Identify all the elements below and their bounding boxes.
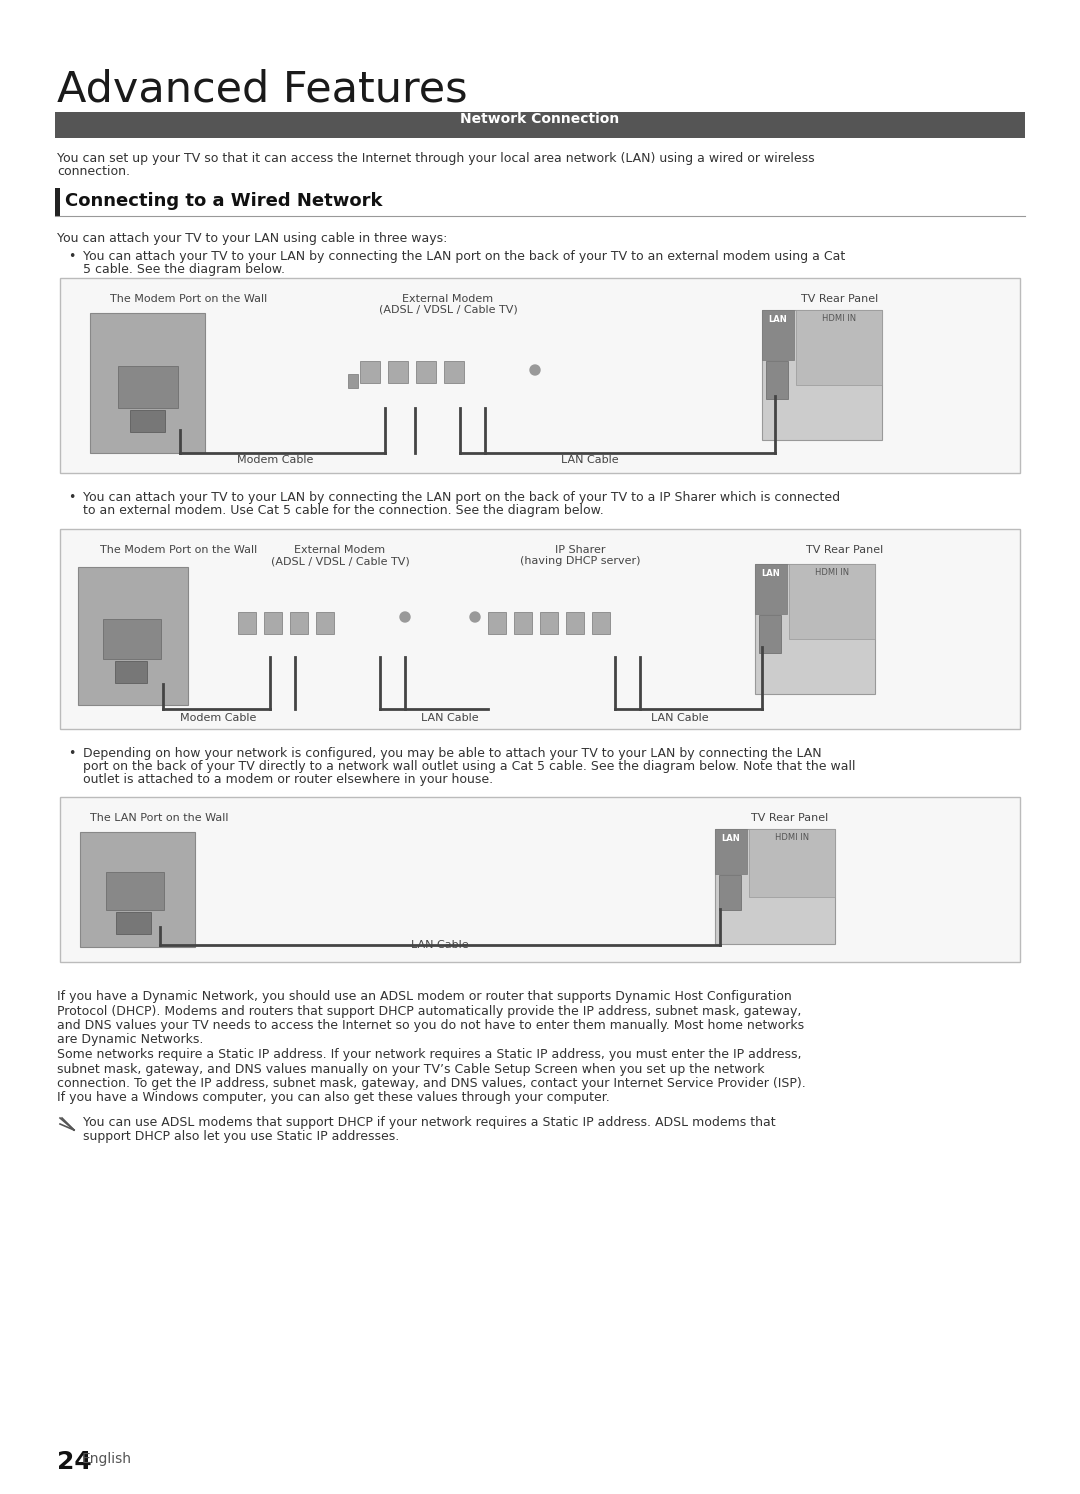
Text: connection. To get the IP address, subnet mask, gateway, and DNS values, contact: connection. To get the IP address, subne… [57,1077,806,1091]
FancyBboxPatch shape [335,323,561,412]
Text: Modem Cable: Modem Cable [179,713,256,723]
Bar [60,529,1020,729]
Text: •: • [68,249,76,263]
FancyBboxPatch shape [465,572,675,662]
Text: Some networks require a Static IP address. If your network requires a Static IP : Some networks require a Static IP addres… [57,1047,801,1061]
Circle shape [470,613,480,622]
Bar [360,362,380,382]
Bar [90,314,205,453]
Bar [444,362,464,382]
Bar [592,613,610,633]
Bar [103,619,161,659]
Text: LAN Cable: LAN Cable [411,940,469,950]
Bar [715,829,835,944]
Bar [566,613,584,633]
Text: You can attach your TV to your LAN using cable in three ways:: You can attach your TV to your LAN using… [57,232,447,245]
Bar [796,309,882,385]
Bar [719,875,741,910]
Bar [114,660,147,683]
Text: HDMI IN: HDMI IN [822,314,856,323]
Bar [264,613,282,633]
Text: You can attach your TV to your LAN by connecting the LAN port on the back of you: You can attach your TV to your LAN by co… [83,492,840,503]
Bar [755,565,875,695]
Bar [488,613,507,633]
Text: •: • [68,492,76,503]
Bar [514,613,532,633]
Text: You can use ADSL modems that support DHCP if your network requires a Static IP a: You can use ADSL modems that support DHC… [83,1116,775,1129]
Circle shape [400,613,410,622]
Text: LAN Cable: LAN Cable [562,456,619,465]
Bar [60,278,1020,474]
Text: are Dynamic Networks.: are Dynamic Networks. [57,1034,203,1046]
Bar [238,613,256,633]
Text: External Modem: External Modem [295,545,386,554]
Bar [388,362,408,382]
Bar [55,188,60,217]
Text: TV Rear Panel: TV Rear Panel [807,545,883,554]
Text: outlet is attached to a modem or router elsewhere in your house.: outlet is attached to a modem or router … [83,772,494,786]
Text: LAN Cable: LAN Cable [421,713,478,723]
Text: (ADSL / VDSL / Cable TV): (ADSL / VDSL / Cable TV) [379,305,517,315]
Text: IP Sharer: IP Sharer [555,545,605,554]
Text: You can set up your TV so that it can access the Internet through your local are: You can set up your TV so that it can ac… [57,152,814,164]
Bar [766,362,788,399]
Text: You can attach your TV to your LAN by connecting the LAN port on the back of you: You can attach your TV to your LAN by co… [83,249,846,263]
Text: LAN: LAN [721,834,741,843]
Bar [78,568,188,705]
Text: and DNS values your TV needs to access the Internet so you do not have to enter : and DNS values your TV needs to access t… [57,1019,805,1032]
Text: support DHCP also let you use Static IP addresses.: support DHCP also let you use Static IP … [83,1129,400,1143]
Bar [715,829,747,874]
Bar [316,613,334,633]
Text: If you have a Dynamic Network, you should use an ADSL modem or router that suppo: If you have a Dynamic Network, you shoul… [57,991,792,1002]
Text: subnet mask, gateway, and DNS values manually on your TV’s Cable Setup Screen wh: subnet mask, gateway, and DNS values man… [57,1062,765,1076]
Circle shape [530,365,540,375]
Bar [759,616,781,653]
Text: TV Rear Panel: TV Rear Panel [752,813,828,823]
Bar [106,872,164,910]
Bar [60,796,1020,962]
Text: Advanced Features: Advanced Features [57,69,468,111]
Text: The LAN Port on the Wall: The LAN Port on the Wall [90,813,229,823]
Bar [540,613,558,633]
Bar [118,366,178,408]
Bar [348,374,357,388]
Text: port on the back of your TV directly to a network wall outlet using a Cat 5 cabl: port on the back of your TV directly to … [83,760,855,772]
Bar [116,911,151,934]
Bar [789,565,875,639]
Text: 5 cable. See the diagram below.: 5 cable. See the diagram below. [83,263,285,276]
Text: HDMI IN: HDMI IN [775,834,809,843]
Text: TV Rear Panel: TV Rear Panel [801,294,879,303]
Text: Protocol (DHCP). Modems and routers that support DHCP automatically provide the : Protocol (DHCP). Modems and routers that… [57,1004,801,1017]
Text: English: English [82,1452,132,1466]
Bar [130,409,165,432]
Bar [755,565,787,614]
Text: Network Connection: Network Connection [460,112,620,125]
Text: The Modem Port on the Wall: The Modem Port on the Wall [110,294,267,303]
Text: LAN Cable: LAN Cable [651,713,708,723]
Text: The Modem Port on the Wall: The Modem Port on the Wall [100,545,257,554]
Text: (ADSL / VDSL / Cable TV): (ADSL / VDSL / Cable TV) [271,556,409,566]
Text: LAN: LAN [761,569,781,578]
Text: 24: 24 [57,1451,92,1475]
Text: Connecting to a Wired Network: Connecting to a Wired Network [65,193,382,211]
Text: •: • [68,747,76,760]
Bar [762,309,882,441]
FancyBboxPatch shape [215,572,426,662]
Text: HDMI IN: HDMI IN [815,568,849,577]
Bar [291,613,308,633]
Bar [80,832,195,947]
Text: If you have a Windows computer, you can also get these values through your compu: If you have a Windows computer, you can … [57,1092,610,1104]
Bar [750,829,835,896]
Text: Depending on how your network is configured, you may be able to attach your TV t: Depending on how your network is configu… [83,747,822,760]
Text: LAN: LAN [769,315,787,324]
Text: to an external modem. Use Cat 5 cable for the connection. See the diagram below.: to an external modem. Use Cat 5 cable fo… [83,503,604,517]
Bar [762,309,794,360]
Text: Modem Cable: Modem Cable [237,456,313,465]
Text: External Modem: External Modem [403,294,494,303]
Bar [55,112,1025,137]
Text: connection.: connection. [57,164,130,178]
Bar [416,362,436,382]
Text: (having DHCP server): (having DHCP server) [519,556,640,566]
